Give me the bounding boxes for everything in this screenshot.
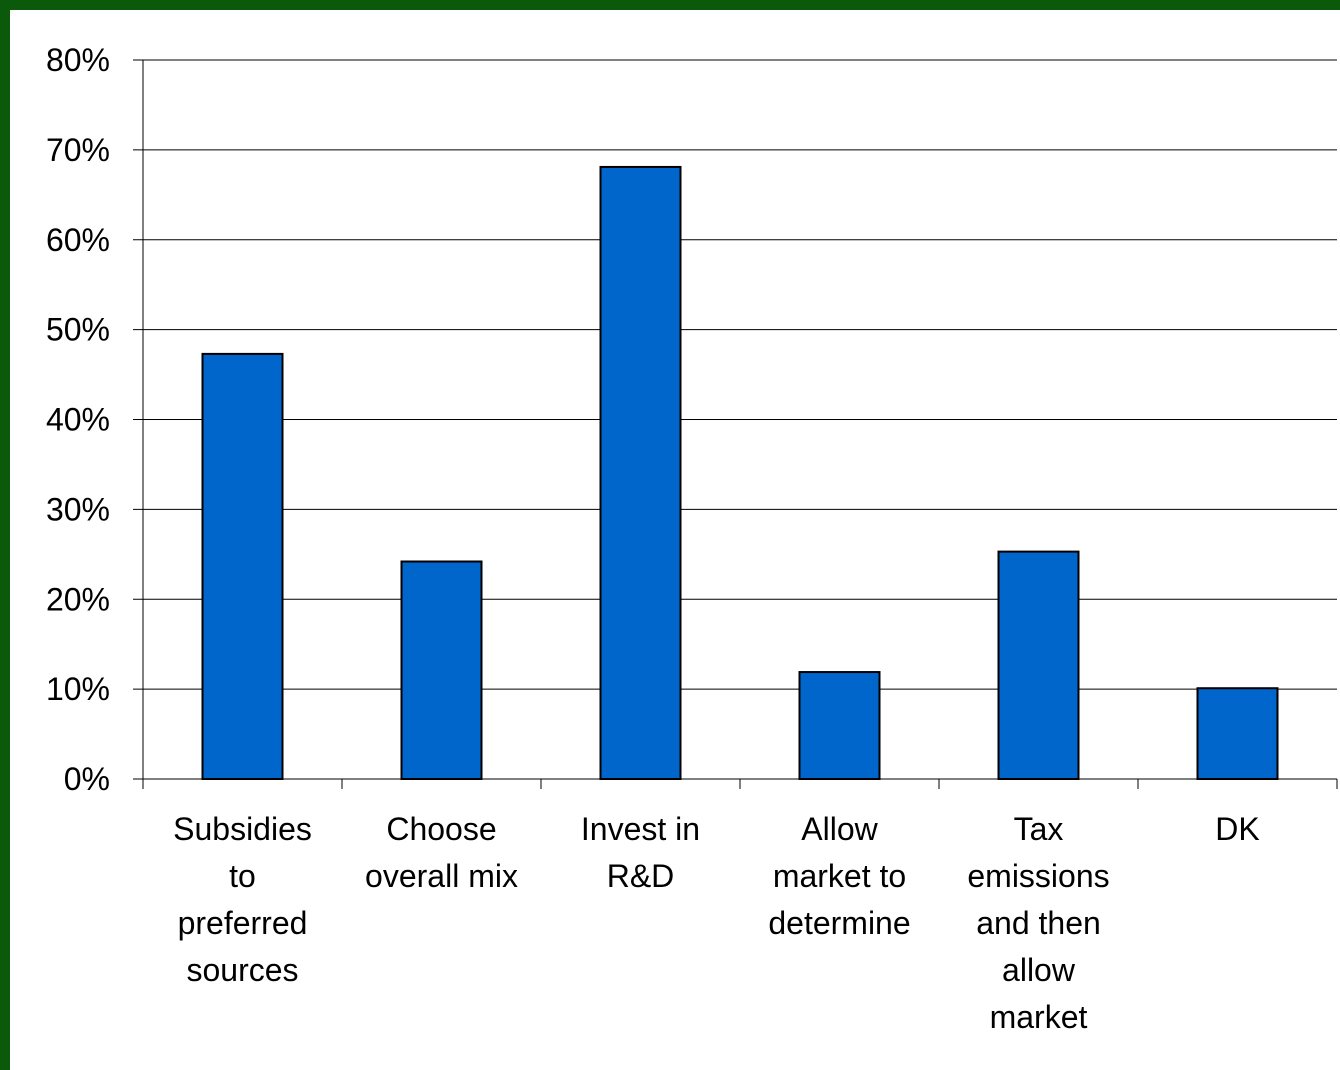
- y-tick-label: 50%: [46, 312, 110, 348]
- bar: [400, 560, 483, 780]
- y-tick-label: 0%: [64, 761, 110, 797]
- gridlines: [143, 59, 1337, 690]
- y-tick-label: 20%: [46, 581, 110, 617]
- y-tick-label: 30%: [46, 491, 110, 527]
- bar: [201, 352, 284, 780]
- bar-chart: 0% 10% 20% 30% 40% 50% 60% 70% 80%: [46, 42, 1338, 797]
- x-tick-label: Choose overall mix: [365, 811, 518, 894]
- bar: [798, 671, 881, 781]
- bar: [997, 550, 1080, 781]
- y-tick-label: 80%: [46, 42, 110, 78]
- y-tick-label: 40%: [46, 402, 110, 438]
- x-tick-label: Allow market to determine: [768, 811, 911, 941]
- y-tick-labels: 0% 10% 20% 30% 40% 50% 60% 70% 80%: [46, 42, 110, 797]
- bar: [599, 165, 682, 781]
- bar: [1196, 687, 1279, 781]
- x-tick-label: Tax emissions and then allow market: [967, 811, 1110, 1035]
- y-tick-label: 60%: [46, 222, 110, 258]
- y-tick-label: 70%: [46, 132, 110, 168]
- bars: [201, 165, 1279, 781]
- x-tick-label: Invest in R&D: [580, 811, 701, 894]
- x-tick-label: Subsidies to preferred sources: [173, 811, 312, 988]
- x-tick-label: DK: [1215, 811, 1260, 847]
- axes: [133, 59, 1338, 789]
- chart-frame: 0% 10% 20% 30% 40% 50% 60% 70% 80% Subsidies to …: [10, 10, 1340, 1070]
- y-tick-label: 10%: [46, 671, 110, 707]
